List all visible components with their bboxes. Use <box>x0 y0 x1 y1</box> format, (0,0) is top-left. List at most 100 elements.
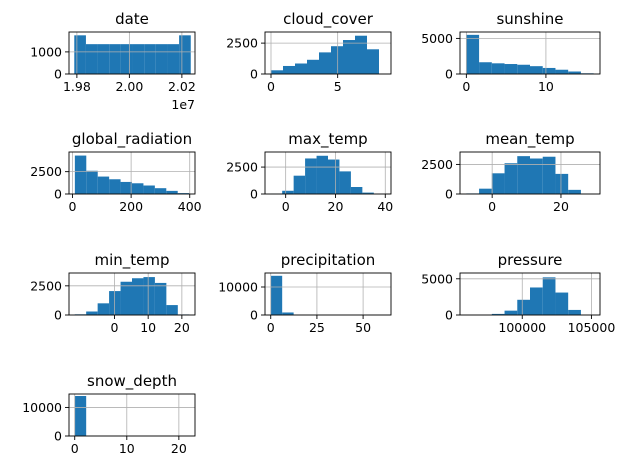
bar-mean-temp-8 <box>568 189 581 194</box>
bar-mean-temp-2 <box>491 173 505 194</box>
subplot-title-mean-temp: mean_temp <box>485 130 574 149</box>
subplot-title-precipitation: precipitation <box>281 251 376 269</box>
xtick-label-date-0: 1.98 <box>63 79 91 94</box>
bar-date-5 <box>132 44 145 74</box>
bar-global-radiation-4 <box>120 181 132 194</box>
ytick-label-sunshine-1: 5000 <box>421 31 453 46</box>
bar-pressure-7 <box>555 292 569 315</box>
bar-max-temp-2 <box>293 175 306 194</box>
axes-frame-min-temp <box>68 272 196 316</box>
subplot-pressure: 100000 105000 0 5000 pressure <box>421 251 615 335</box>
bar-pressure-4 <box>517 299 530 315</box>
bar-date-1 <box>85 44 98 74</box>
ytick-label-max-temp-1: 2500 <box>226 160 258 175</box>
axes-frame-sunshine <box>459 31 601 75</box>
bar-sunshine-5 <box>530 66 543 74</box>
bar-sunshine-6 <box>542 67 556 74</box>
axes-frame-snow-depth <box>68 393 196 437</box>
bar-cloud-cover-5 <box>331 46 343 74</box>
xtick-label-cloud-cover-1: 5 <box>334 79 342 94</box>
bar-min-temp-6 <box>143 277 155 315</box>
xtick-label-max-temp-0: 0 <box>282 199 290 214</box>
ytick-label-precipitation-1: 10000 <box>218 280 258 295</box>
axes-frame-max-temp <box>264 151 392 195</box>
ytick-label-pressure-1: 5000 <box>421 271 453 286</box>
subplot-title-global-radiation: global_radiation <box>72 130 192 149</box>
bar-date-9 <box>179 35 191 74</box>
bar-date-7 <box>155 44 168 74</box>
bar-mean-temp-4 <box>517 156 530 194</box>
subplot-sunshine: 0 10 0 5000 sunshine <box>421 10 601 94</box>
xtick-label-max-temp-1: 20 <box>328 199 344 214</box>
bar-max-temp-8 <box>362 192 374 194</box>
bar-sunshine-2 <box>491 63 505 74</box>
bar-precipitation-0 <box>270 275 283 315</box>
ytick-label-precipitation-0: 0 <box>250 308 258 323</box>
bar-global-radiation-5 <box>132 183 144 194</box>
subplot-title-cloud-cover: cloud_cover <box>283 10 374 29</box>
bar-mean-temp-6 <box>542 156 556 194</box>
ytick-label-snow-depth-0: 0 <box>54 429 62 444</box>
xtick-label-snow-depth-2: 20 <box>171 441 187 456</box>
ytick-label-sunshine-0: 0 <box>445 67 453 82</box>
bar-max-temp-6 <box>339 171 351 194</box>
xtick-label-global-radiation-2: 400 <box>178 199 202 214</box>
bar-date-6 <box>144 44 156 74</box>
bar-global-radiation-6 <box>143 185 155 194</box>
bar-max-temp-5 <box>328 159 340 194</box>
subplot-cloud-cover: 0 5 0 2500 cloud_cover <box>226 10 392 94</box>
subplot-date: 1.98 2.00 2.02 0 1000 date 1e7 <box>30 10 196 112</box>
bar-cloud-cover-2 <box>295 63 307 74</box>
bar-mean-temp-7 <box>555 173 569 194</box>
bar-pressure-5 <box>530 287 543 315</box>
bar-date-3 <box>109 44 121 74</box>
xtick-label-precipitation-2: 50 <box>355 320 371 335</box>
axes-frame-pressure <box>459 272 601 316</box>
ytick-label-cloud-cover-1: 2500 <box>226 36 258 51</box>
bar-sunshine-4 <box>517 64 530 74</box>
bar-sunshine-0 <box>466 34 480 74</box>
subplot-title-min-temp: min_temp <box>94 251 169 270</box>
bar-cloud-cover-3 <box>307 59 319 74</box>
bar-sunshine-3 <box>504 64 518 74</box>
xtick-label-precipitation-0: 0 <box>267 320 275 335</box>
bar-date-4 <box>120 44 133 74</box>
xtick-label-snow-depth-0: 0 <box>71 441 79 456</box>
subplot-global-radiation: 0 200 400 0 2500 global_radiation <box>30 130 202 214</box>
xtick-label-global-radiation-1: 200 <box>119 199 143 214</box>
axes-frame-mean-temp <box>459 151 601 195</box>
bar-min-temp-7 <box>154 282 167 315</box>
bar-pressure-3 <box>504 310 518 315</box>
ytick-label-min-temp-1: 2500 <box>30 278 62 293</box>
bar-cloud-cover-0 <box>271 70 283 74</box>
bar-mean-temp-3 <box>504 163 518 194</box>
bar-global-radiation-1 <box>86 170 98 194</box>
bar-min-temp-8 <box>166 305 178 315</box>
axis-offset-label-date: 1e7 <box>171 97 195 112</box>
bar-sunshine-8 <box>568 71 581 74</box>
bar-cloud-cover-6 <box>343 40 355 74</box>
subplot-min-temp: 0 10 20 0 2500 min_temp <box>30 251 196 335</box>
ytick-label-global-radiation-0: 0 <box>54 187 62 202</box>
bar-global-radiation-0 <box>74 155 87 194</box>
bar-sunshine-1 <box>479 62 492 74</box>
axes-frame-precipitation <box>264 272 392 316</box>
bar-pressure-6 <box>542 277 556 315</box>
bar-precipitation-1 <box>282 312 294 315</box>
bar-global-radiation-7 <box>154 188 167 194</box>
axes-frame-date <box>68 31 196 75</box>
xtick-label-date-2: 2.02 <box>168 79 196 94</box>
bar-cloud-cover-4 <box>319 52 331 74</box>
ytick-label-min-temp-0: 0 <box>54 308 62 323</box>
bar-min-temp-5 <box>132 278 144 315</box>
xtick-label-max-temp-2: 40 <box>377 199 393 214</box>
ytick-label-global-radiation-1: 2500 <box>30 164 62 179</box>
bar-pressure-2 <box>491 313 505 315</box>
bar-global-radiation-8 <box>166 190 178 194</box>
ytick-label-date-1: 1000 <box>30 44 62 59</box>
bar-date-0 <box>74 35 86 74</box>
bar-global-radiation-2 <box>97 176 110 194</box>
bar-min-temp-1 <box>86 311 98 315</box>
axes-frame-cloud-cover <box>264 31 392 75</box>
